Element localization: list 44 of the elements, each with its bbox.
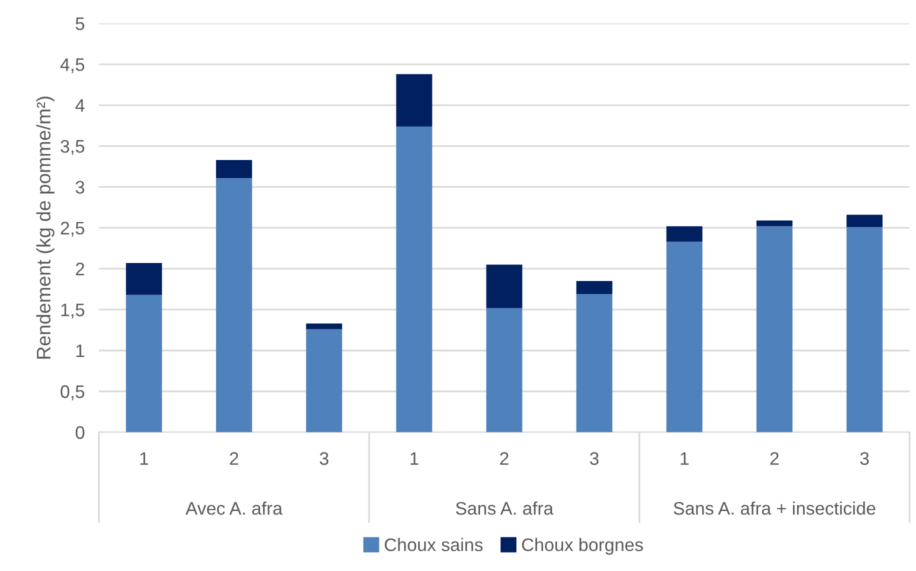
y-tick-label: 5: [76, 18, 84, 30]
y-tick-label: 0: [76, 426, 84, 439]
legend-label: Choux borgnes: [522, 538, 643, 555]
x-tick-label: 2: [500, 452, 508, 465]
y-tick-label: 0,5: [60, 385, 84, 400]
y-tick-label: 3: [76, 180, 84, 194]
y-tick-label: 1: [76, 344, 84, 358]
bar: [576, 280, 612, 294]
bar: [306, 329, 342, 432]
x-tick-label: 3: [320, 452, 328, 465]
bar: [126, 262, 162, 295]
x-tick-label: 2: [770, 452, 779, 465]
y-tick-label: 4: [75, 99, 85, 112]
x-tick-label: 1: [680, 452, 689, 465]
x-tick-label: 2: [230, 452, 238, 465]
text: Sans A. afra: [456, 502, 554, 515]
bar: [576, 294, 612, 432]
bar: [756, 220, 792, 226]
y-tick-label: 2: [76, 262, 84, 276]
x-tick-label: 1: [410, 452, 418, 465]
y-tick-label: 1,5: [61, 304, 84, 318]
y-tick-label: 2,5: [60, 222, 84, 237]
y-axis-title: Rendement (kg de pomme/m²): [36, 96, 54, 359]
bar: [216, 160, 252, 178]
x-tick-label: 3: [860, 452, 869, 465]
bar: [486, 264, 522, 308]
x-tick-label: 3: [590, 452, 599, 465]
x-tick-label: 1: [140, 452, 148, 465]
text: Avec A. afra: [186, 502, 283, 515]
bar: [396, 74, 432, 126]
bar: [666, 242, 702, 432]
y-tick-label: 4,5: [60, 58, 84, 74]
bar: [486, 308, 522, 432]
bar: [126, 294, 162, 432]
bar: [846, 227, 883, 432]
text: Sans A. afra + insecticide: [674, 502, 876, 515]
bar: [846, 214, 883, 228]
bar: [306, 323, 342, 330]
legend-label: Choux sains: [384, 538, 483, 552]
bar: [396, 126, 432, 432]
bar: [216, 178, 252, 432]
bar: [666, 226, 702, 242]
y-tick-label: 3,5: [60, 140, 84, 155]
bar: [756, 226, 792, 432]
